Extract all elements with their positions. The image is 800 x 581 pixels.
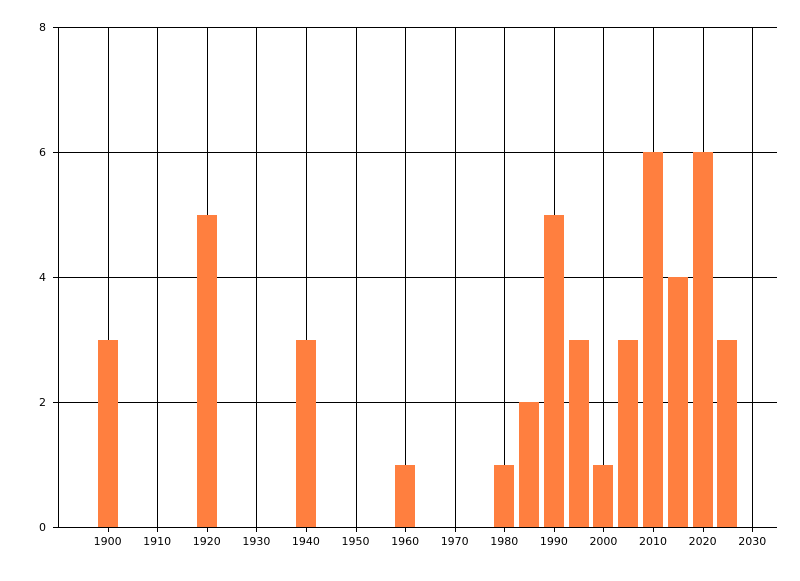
y-tick-label: 6 bbox=[39, 146, 46, 159]
bar-2020 bbox=[693, 152, 713, 527]
y-tick-label: 2 bbox=[39, 396, 46, 409]
bar-2005 bbox=[618, 340, 638, 528]
x-tick-label: 1940 bbox=[292, 535, 320, 548]
bar-1980 bbox=[494, 465, 514, 528]
bar-1995 bbox=[569, 340, 589, 528]
bar-1990 bbox=[544, 215, 564, 528]
bars bbox=[98, 152, 737, 528]
x-tick-label: 1920 bbox=[193, 535, 221, 548]
x-tick-label: 2030 bbox=[738, 535, 766, 548]
y-tick-label: 4 bbox=[39, 271, 46, 284]
y-tick-labels: 0 2 4 6 8 bbox=[39, 21, 46, 534]
x-tick-labels: 1900 1910 1920 1930 1940 1950 1960 1970 1980 1990… bbox=[94, 535, 767, 548]
bar-2000 bbox=[593, 465, 613, 528]
y-tick-label: 0 bbox=[39, 521, 46, 534]
x-tick-label: 1970 bbox=[441, 535, 469, 548]
y-tick-label: 8 bbox=[39, 21, 46, 34]
x-tick-label: 1930 bbox=[242, 535, 270, 548]
bar-1920 bbox=[197, 215, 217, 528]
x-tick-label: 2000 bbox=[589, 535, 617, 548]
x-tick-label: 2010 bbox=[639, 535, 667, 548]
bar-2010 bbox=[643, 152, 663, 527]
bar-2015 bbox=[668, 277, 688, 527]
x-tick-label: 1910 bbox=[143, 535, 171, 548]
bar-2025 bbox=[717, 340, 737, 528]
bar-1940 bbox=[296, 340, 316, 528]
x-tick-label: 2020 bbox=[689, 535, 717, 548]
x-tick-label: 1950 bbox=[342, 535, 370, 548]
x-tick-label: 1960 bbox=[391, 535, 419, 548]
x-tick-label: 1990 bbox=[540, 535, 568, 548]
bar-1900 bbox=[98, 340, 118, 528]
bar-1985 bbox=[519, 402, 539, 527]
x-tick-label: 1980 bbox=[490, 535, 518, 548]
x-tick-label: 1900 bbox=[94, 535, 122, 548]
bar-1960 bbox=[395, 465, 415, 528]
axes bbox=[53, 27, 777, 528]
